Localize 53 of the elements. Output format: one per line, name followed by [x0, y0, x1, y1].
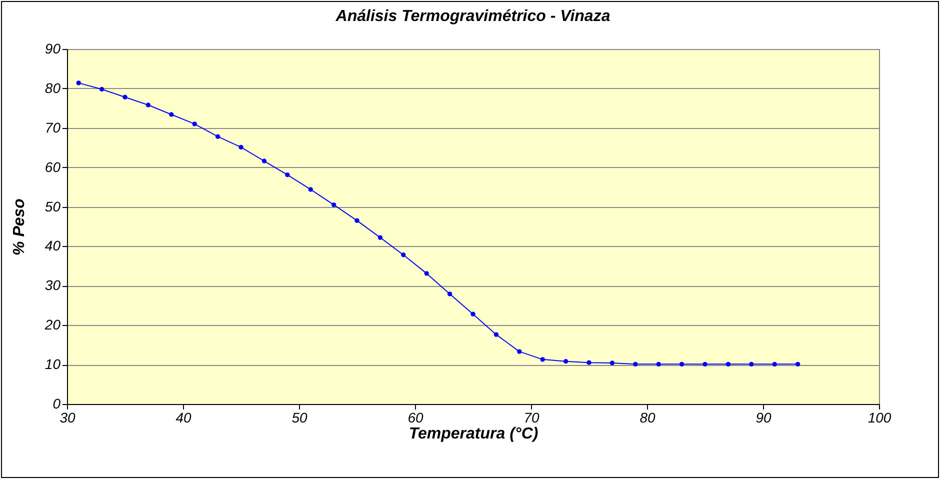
- point: [494, 332, 499, 337]
- point: [285, 172, 290, 178]
- x-axis-title: Temperatura (°C): [408, 426, 538, 442]
- point: [563, 359, 568, 364]
- y-tick-label: 10: [44, 356, 61, 372]
- x-tick-label: 90: [756, 410, 772, 426]
- x-tick-label: 80: [640, 410, 656, 426]
- y-tick-label: 80: [44, 80, 61, 96]
- point: [726, 362, 731, 366]
- point: [586, 360, 592, 365]
- point: [354, 218, 360, 223]
- y-tick-label: 30: [44, 277, 61, 294]
- point: [169, 112, 174, 117]
- point: [633, 362, 638, 366]
- point: [262, 158, 267, 164]
- point: [238, 144, 244, 150]
- point: [215, 134, 220, 139]
- point: [702, 362, 708, 366]
- point: [772, 362, 777, 366]
- point: [192, 122, 197, 126]
- x-tick-label: 60: [408, 410, 424, 426]
- point: [470, 312, 476, 316]
- point: [447, 292, 452, 296]
- point: [795, 362, 800, 366]
- y-tick-label: 0: [52, 396, 61, 412]
- y-tick-label: 90: [44, 40, 61, 56]
- y-axis-title: % Peso: [10, 198, 28, 256]
- point: [424, 271, 429, 276]
- point: [540, 357, 545, 362]
- y-tick-label: 40: [44, 238, 61, 254]
- point: [122, 94, 128, 100]
- y-tick-label: 20: [44, 316, 61, 333]
- point: [749, 362, 754, 366]
- point: [679, 362, 684, 366]
- point: [76, 80, 81, 86]
- y-tick-label: 50: [44, 198, 61, 214]
- x-tick-label: 30: [60, 410, 76, 426]
- point: [146, 102, 151, 108]
- point: [378, 235, 383, 240]
- point: [331, 202, 336, 208]
- x-tick-label: 100: [868, 410, 892, 426]
- y-tick-label: 60: [44, 158, 61, 175]
- chart-title: Análisis Termogravimétrico - Vinaza: [334, 8, 610, 25]
- point: [517, 349, 522, 354]
- point: [99, 86, 104, 92]
- point: [308, 187, 313, 192]
- y-tick-label: 70: [44, 119, 61, 136]
- point: [656, 362, 661, 366]
- x-tick-label: 70: [524, 410, 540, 426]
- point: [610, 360, 615, 366]
- x-tick-label: 40: [176, 410, 192, 426]
- point: [401, 252, 406, 258]
- x-tick-label: 50: [292, 410, 308, 426]
